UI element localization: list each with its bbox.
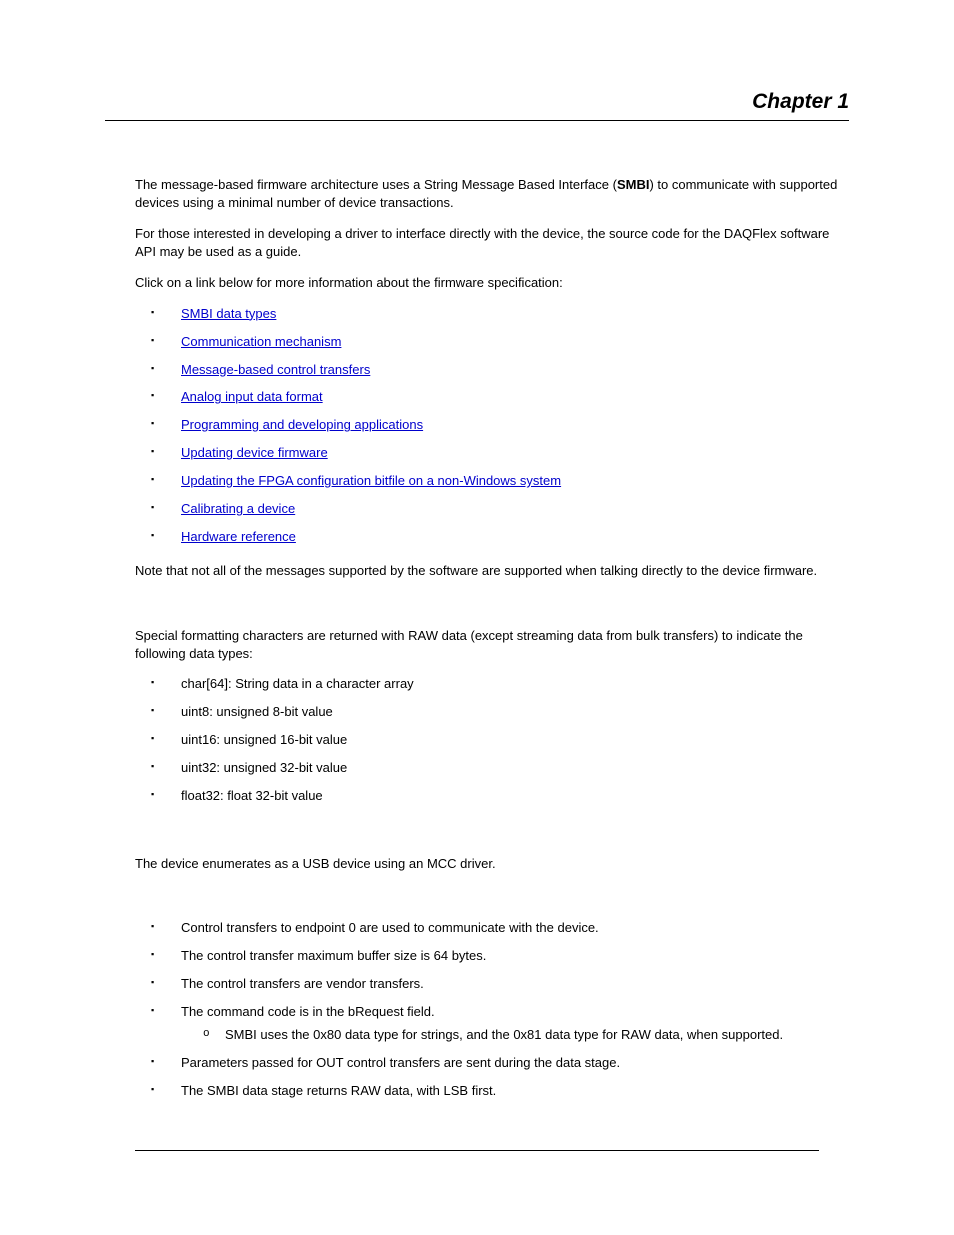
list-item: uint8: unsigned 8-bit value — [151, 704, 849, 721]
usb-intro: The device enumerates as a USB device us… — [105, 855, 849, 873]
list-item: The SMBI data stage returns RAW data, wi… — [151, 1083, 849, 1100]
links-list: SMBI data types Communication mechanism … — [105, 306, 849, 546]
link-calibrating-device[interactable]: Calibrating a device — [181, 501, 295, 516]
datatypes-list: char[64]: String data in a character arr… — [105, 676, 849, 804]
link-message-based-control-transfers[interactable]: Message-based control transfers — [181, 362, 370, 377]
list-item: uint32: unsigned 32-bit value — [151, 760, 849, 777]
link-smbi-data-types[interactable]: SMBI data types — [181, 306, 276, 321]
list-item: Updating the FPGA configuration bitfile … — [151, 473, 849, 490]
list-item: Communication mechanism — [151, 334, 849, 351]
list-item: Calibrating a device — [151, 501, 849, 518]
list-item: The control transfer maximum buffer size… — [151, 948, 849, 965]
list-item: Programming and developing applications — [151, 417, 849, 434]
list-item: uint16: unsigned 16-bit value — [151, 732, 849, 749]
note-paragraph: Note that not all of the messages suppor… — [105, 562, 849, 580]
link-programming-developing-applications[interactable]: Programming and developing applications — [181, 417, 423, 432]
link-updating-device-firmware[interactable]: Updating device firmware — [181, 445, 328, 460]
list-item: The control transfers are vendor transfe… — [151, 976, 849, 993]
link-communication-mechanism[interactable]: Communication mechanism — [181, 334, 341, 349]
list-item: SMBI data types — [151, 306, 849, 323]
datatypes-intro: Special formatting characters are return… — [105, 627, 849, 662]
footer-rule — [135, 1150, 819, 1151]
list-item: Hardware reference — [151, 529, 849, 546]
list-item: Message-based control transfers — [151, 362, 849, 379]
link-analog-input-data-format[interactable]: Analog input data format — [181, 389, 323, 404]
intro-1a: The message-based firmware architecture … — [135, 177, 617, 192]
list-item: Updating device firmware — [151, 445, 849, 462]
usb-list: Control transfers to endpoint 0 are used… — [105, 920, 849, 1099]
usb-sublist: SMBI uses the 0x80 data type for strings… — [181, 1027, 849, 1044]
link-hardware-reference[interactable]: Hardware reference — [181, 529, 296, 544]
list-item: char[64]: String data in a character arr… — [151, 676, 849, 693]
intro-paragraph-1: The message-based firmware architecture … — [105, 176, 849, 211]
link-updating-fpga-configuration[interactable]: Updating the FPGA configuration bitfile … — [181, 473, 561, 488]
list-item: float32: float 32-bit value — [151, 788, 849, 805]
intro-paragraph-3: Click on a link below for more informati… — [105, 274, 849, 292]
list-item: Control transfers to endpoint 0 are used… — [151, 920, 849, 937]
usb-item-4-text: The command code is in the bRequest fiel… — [181, 1004, 435, 1019]
intro-paragraph-2: For those interested in developing a dri… — [105, 225, 849, 260]
list-item: Analog input data format — [151, 389, 849, 406]
list-item: Parameters passed for OUT control transf… — [151, 1055, 849, 1072]
intro-1b: SMBI — [617, 177, 650, 192]
list-item: SMBI uses the 0x80 data type for strings… — [203, 1027, 849, 1044]
list-item: The command code is in the bRequest fiel… — [151, 1004, 849, 1044]
chapter-header: Chapter 1 — [105, 90, 849, 121]
